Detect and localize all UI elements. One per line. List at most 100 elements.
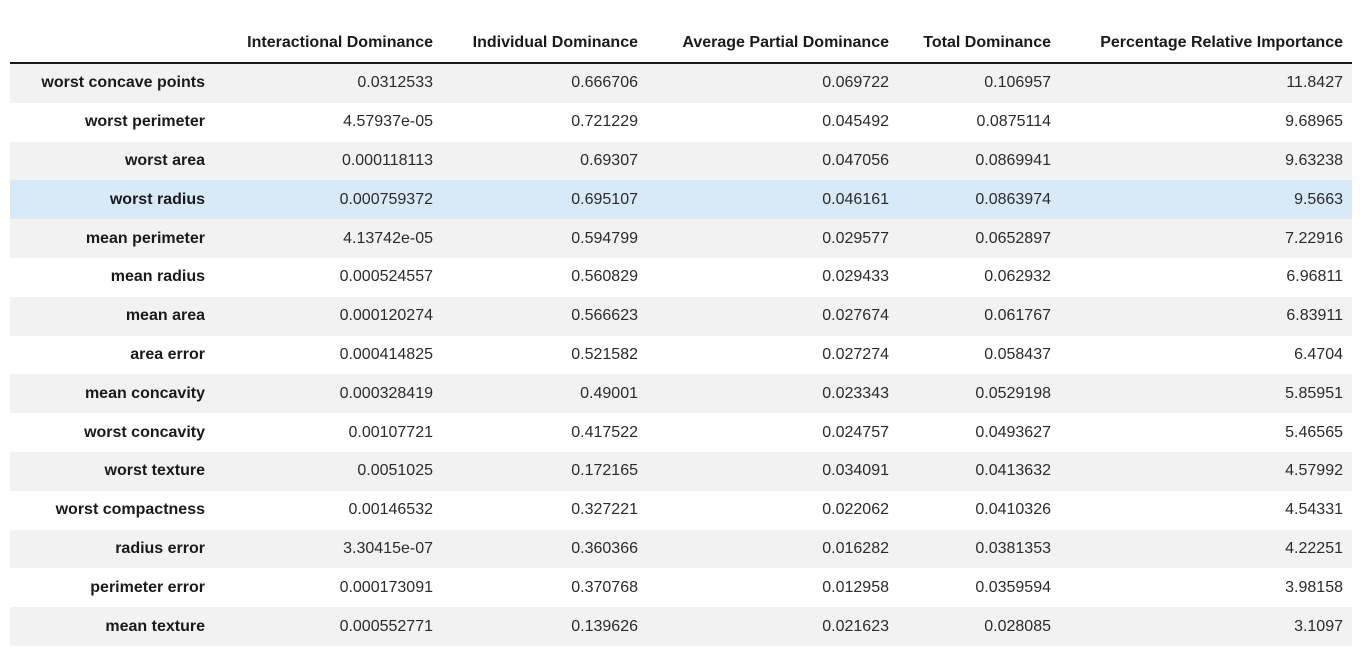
- value-cell: 9.68965: [1285, 113, 1343, 131]
- value-cell: 0.029433: [822, 268, 889, 286]
- value-cell: 0.0051025: [357, 462, 433, 480]
- value-cell: 0.045492: [822, 113, 889, 131]
- value-cell: 0.027674: [822, 307, 889, 325]
- row-label: area error: [130, 345, 205, 363]
- table-row[interactable]: worst concavity 0.00107721 0.417522 0.02475…: [10, 413, 1352, 452]
- value-cell: 0.022062: [822, 501, 889, 519]
- value-cell: 4.57937e-05: [343, 113, 433, 131]
- value-cell: 11.8427: [1286, 74, 1343, 92]
- value-cell: 0.000118113: [341, 151, 433, 169]
- row-label: mean radius: [110, 268, 205, 286]
- value-cell: 0.000414825: [339, 345, 433, 363]
- row-label: mean concavity: [84, 384, 205, 402]
- value-cell: 0.000120274: [339, 307, 433, 325]
- table-row[interactable]: radius error 3.30415e-07 0.360366 0.016282 0…: [10, 529, 1352, 569]
- value-cell: 0.370768: [571, 578, 638, 596]
- table-row[interactable]: worst radius 0.000759372 0.695107 0.046161 0…: [10, 180, 1352, 220]
- value-cell: 0.027274: [822, 345, 889, 363]
- value-cell: 0.721229: [571, 113, 638, 131]
- value-cell: 0.012958: [822, 578, 889, 596]
- value-cell: 0.058437: [984, 345, 1051, 363]
- value-cell: 6.83911: [1286, 307, 1343, 325]
- value-cell: 0.0359594: [975, 578, 1051, 596]
- value-cell: 0.566623: [571, 307, 638, 325]
- value-cell: 0.062932: [984, 268, 1051, 286]
- value-cell: 0.000524557: [339, 268, 433, 286]
- table-row[interactable]: perimeter error 0.000173091 0.370768 0.0129…: [10, 568, 1352, 607]
- value-cell: 0.016282: [822, 539, 889, 557]
- column-header-percentage-relative-importance: Percentage Relative Importance: [1051, 23, 1352, 64]
- value-cell: 6.4704: [1294, 345, 1343, 363]
- value-cell: 4.57992: [1285, 462, 1343, 480]
- value-cell: 0.0875114: [976, 113, 1051, 131]
- value-cell: 0.0493627: [975, 423, 1051, 441]
- corner-cell: [10, 23, 205, 64]
- table-row[interactable]: mean radius 0.000524557 0.560829 0.029433 0.…: [10, 258, 1352, 297]
- column-header-average-partial-dominance: Average Partial Dominance: [638, 23, 889, 64]
- value-cell: 0.034091: [822, 462, 889, 480]
- table-row[interactable]: area error 0.000414825 0.521582 0.027274 0.0…: [10, 336, 1352, 375]
- value-cell: 3.1097: [1294, 617, 1343, 635]
- value-cell: 0.00146532: [348, 501, 433, 519]
- table-row[interactable]: worst concave points 0.0312533 0.666706 0.0…: [10, 63, 1352, 103]
- table-row[interactable]: worst area 0.000118113 0.69307 0.047056 0.08…: [10, 141, 1352, 181]
- value-cell: 0.0410326: [975, 501, 1051, 519]
- value-cell: 0.560829: [571, 268, 638, 286]
- row-label: worst compactness: [55, 501, 205, 519]
- value-cell: 9.5663: [1294, 190, 1343, 208]
- table-row[interactable]: mean perimeter 4.13742e-05 0.594799 0.02957…: [10, 219, 1352, 258]
- row-label: worst concave points: [41, 74, 205, 92]
- value-cell: 3.98158: [1285, 578, 1343, 596]
- value-cell: 9.63238: [1285, 151, 1343, 169]
- table-row[interactable]: worst texture 0.0051025 0.172165 0.034091 0.…: [10, 451, 1352, 491]
- value-cell: 0.417522: [571, 423, 638, 441]
- row-label: mean perimeter: [85, 229, 205, 247]
- row-label: worst perimeter: [84, 113, 205, 131]
- dominance-table: Interactional Dominance Individual Domin…: [10, 23, 1352, 646]
- column-header-total-dominance: Total Dominance: [889, 23, 1051, 64]
- value-cell: 0.49001: [580, 384, 638, 402]
- value-cell: 7.22916: [1285, 229, 1343, 247]
- value-cell: 3.30415e-07: [343, 539, 433, 557]
- value-cell: 4.13742e-05: [343, 229, 433, 247]
- table-row[interactable]: mean concavity 0.000328419 0.49001 0.023343…: [10, 374, 1352, 414]
- value-cell: 0.00107721: [348, 423, 433, 441]
- value-cell: 0.172165: [571, 462, 638, 480]
- value-cell: 0.000759372: [339, 190, 433, 208]
- value-cell: 0.023343: [822, 384, 889, 402]
- value-cell: 0.69307: [580, 151, 638, 169]
- table-body: worst concave points 0.0312533 0.666706 0.0…: [10, 63, 1352, 646]
- row-label: radius error: [115, 539, 205, 557]
- value-cell: 0.000173091: [339, 578, 433, 596]
- value-cell: 0.000328419: [339, 384, 433, 402]
- table-row[interactable]: mean texture 0.000552771 0.139626 0.021623 0…: [10, 607, 1352, 646]
- value-cell: 0.069722: [822, 74, 889, 92]
- value-cell: 0.000552771: [339, 617, 433, 635]
- column-header-interactional-dominance: Interactional Dominance: [205, 23, 433, 64]
- table-row[interactable]: mean area 0.000120274 0.566623 0.027674 0.06…: [10, 296, 1352, 336]
- column-header-individual-dominance: Individual Dominance: [433, 23, 638, 64]
- value-cell: 0.061767: [984, 307, 1051, 325]
- value-cell: 0.028085: [984, 617, 1051, 635]
- row-label: worst area: [124, 151, 205, 169]
- row-label: mean texture: [105, 617, 205, 635]
- value-cell: 6.96811: [1286, 268, 1343, 286]
- value-cell: 0.0863974: [975, 190, 1051, 208]
- row-label: perimeter error: [90, 578, 205, 596]
- value-cell: 0.0652897: [975, 229, 1051, 247]
- table-row[interactable]: worst compactness 0.00146532 0.327221 0.022…: [10, 491, 1352, 530]
- value-cell: 5.85951: [1285, 384, 1343, 402]
- value-cell: 0.139626: [571, 617, 638, 635]
- value-cell: 0.024757: [822, 423, 889, 441]
- value-cell: 0.0869941: [975, 151, 1051, 169]
- value-cell: 0.521582: [571, 345, 638, 363]
- table-row[interactable]: worst perimeter 4.57937e-05 0.721229 0.0454…: [10, 103, 1352, 142]
- dominance-table-container: Interactional Dominance Individual Domin…: [10, 23, 1352, 646]
- value-cell: 4.54331: [1285, 501, 1343, 519]
- value-cell: 0.360366: [571, 539, 638, 557]
- value-cell: 0.327221: [571, 501, 638, 519]
- row-label: mean area: [125, 307, 205, 325]
- value-cell: 0.047056: [822, 151, 889, 169]
- row-label: worst concavity: [84, 423, 205, 441]
- value-cell: 0.666706: [571, 74, 638, 92]
